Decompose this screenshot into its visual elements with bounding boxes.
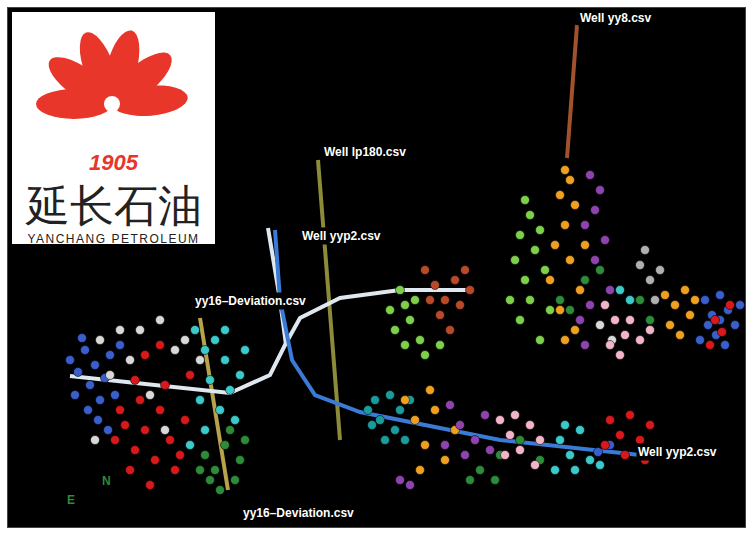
svg-text:N: N xyxy=(102,474,111,488)
html-text:1905: 1905 xyxy=(89,150,138,175)
svg-text:Well yyp2.csv: Well yyp2.csv xyxy=(638,445,717,459)
svg-text:Well yy8.csv: Well yy8.csv xyxy=(580,11,651,25)
svg-text:yy16–Deviation.csv: yy16–Deviation.csv xyxy=(195,294,306,308)
svg-text:Well lp180.csv: Well lp180.csv xyxy=(324,145,406,159)
html-text:YANCHANG PETROLEUM: YANCHANG PETROLEUM xyxy=(27,232,200,246)
svg-text:E: E xyxy=(67,493,75,507)
svg-text:yy16–Deviation.csv: yy16–Deviation.csv xyxy=(243,506,354,520)
svg-text:Well yyp2.csv: Well yyp2.csv xyxy=(302,229,381,243)
html-text:延长石油: 延长石油 xyxy=(25,180,202,231)
